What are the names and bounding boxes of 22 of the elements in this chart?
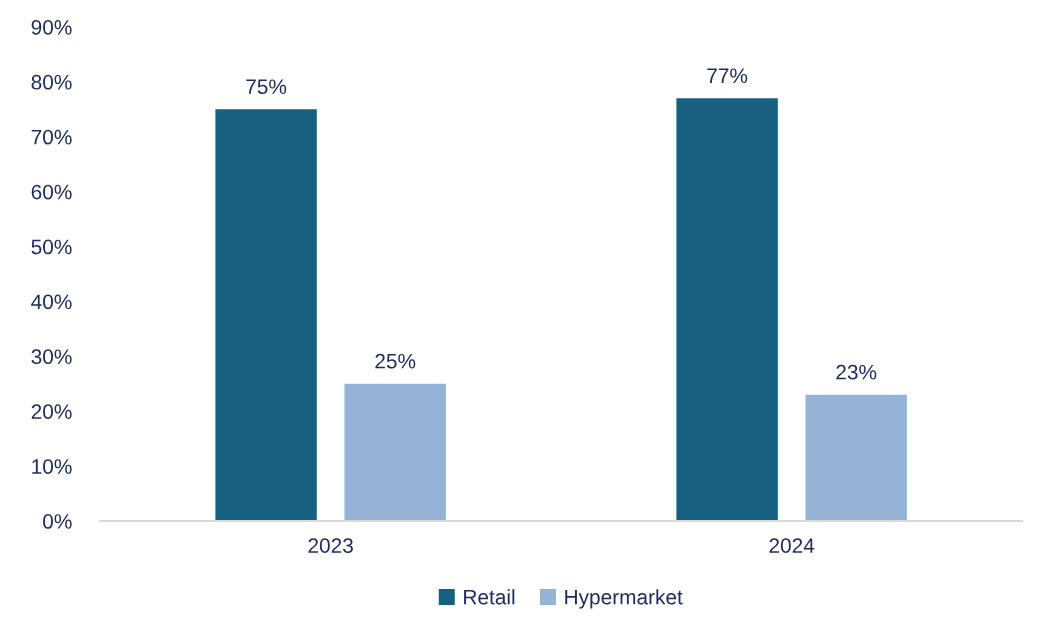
y-tick-label: 70% [31, 129, 72, 145]
bar [344, 383, 446, 522]
data-label: 77% [707, 68, 748, 84]
legend-label: Hypermarket [565, 589, 683, 609]
x-tick-label: 2024 [769, 538, 815, 554]
y-tick-label: 10% [32, 459, 72, 474]
data-label: 25% [375, 353, 416, 369]
data-label: 23% [836, 364, 877, 380]
bar [676, 98, 778, 522]
y-tick-label: 20% [31, 404, 72, 419]
y-tick-label: 80% [31, 74, 72, 90]
y-tick-label: 50% [31, 239, 72, 255]
bar [805, 394, 907, 522]
data-label: 75% [246, 79, 287, 95]
y-tick-label: 60% [31, 184, 72, 200]
legend-label: Retail [464, 589, 515, 605]
y-tick-label: 30% [31, 349, 72, 365]
y-tick-label: 90% [31, 19, 72, 35]
x-tick-label: 2023 [308, 538, 353, 554]
y-tick-label: 0% [43, 514, 72, 529]
y-tick-label: 40% [31, 294, 72, 310]
bar [215, 109, 317, 522]
